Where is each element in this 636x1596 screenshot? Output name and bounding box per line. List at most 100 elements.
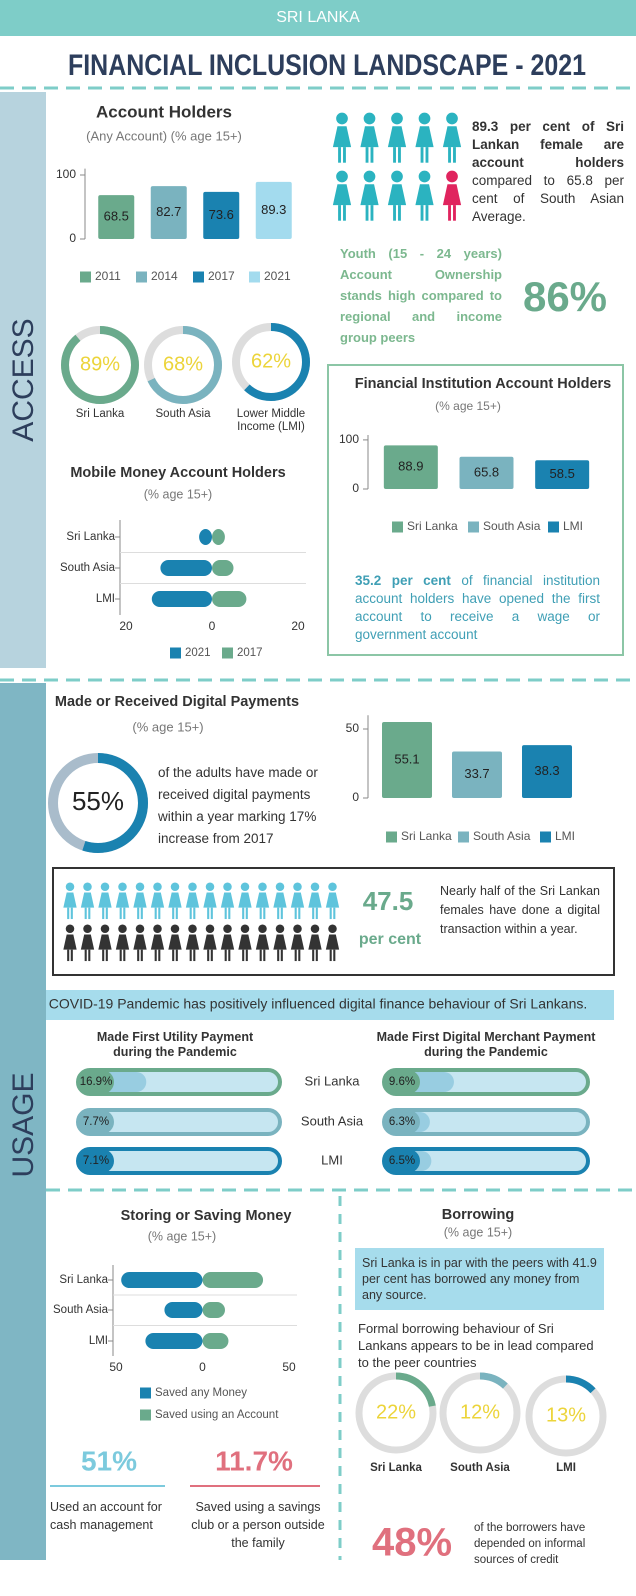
person-icon bbox=[205, 882, 215, 892]
person-icon bbox=[185, 892, 200, 908]
person-icon bbox=[442, 184, 462, 206]
value-label: 7.1% bbox=[83, 1155, 109, 1167]
person-icon bbox=[210, 949, 213, 962]
legend-swatch bbox=[136, 271, 147, 283]
person-icon bbox=[298, 907, 301, 920]
y-tick-label: 0 bbox=[352, 790, 359, 804]
donut-arc bbox=[525, 1375, 607, 1457]
female-digital-text: Nearly half of the Sri Lankan females ha… bbox=[440, 884, 600, 936]
person-icon bbox=[393, 147, 396, 163]
person-icon bbox=[242, 949, 245, 962]
bar bbox=[202, 1272, 264, 1288]
bar bbox=[164, 1302, 203, 1318]
legend-label: Saved any Money bbox=[155, 1387, 247, 1399]
donut-arc bbox=[232, 323, 310, 401]
category-label: LMI bbox=[89, 1335, 108, 1347]
value-label: 6.5% bbox=[389, 1155, 415, 1167]
person-icon bbox=[223, 882, 232, 892]
label-box bbox=[384, 1070, 420, 1094]
access-sidebar bbox=[0, 92, 46, 668]
value-label: 6.3% bbox=[389, 1116, 415, 1128]
label-box bbox=[384, 1149, 420, 1173]
legend-label: LMI bbox=[563, 519, 583, 533]
person-icon bbox=[123, 907, 126, 920]
person-icon bbox=[228, 907, 231, 920]
person-icon bbox=[333, 907, 336, 920]
person-icon bbox=[259, 949, 262, 962]
person-icon bbox=[193, 907, 196, 920]
bar bbox=[202, 1302, 225, 1318]
person-icon bbox=[65, 924, 75, 934]
value-label: 62% bbox=[251, 350, 291, 372]
bar bbox=[212, 529, 225, 545]
country-band bbox=[0, 0, 636, 36]
person-icon bbox=[83, 924, 92, 934]
legend-label: South Asia bbox=[483, 519, 541, 533]
category-label: Sri Lanka bbox=[370, 1462, 422, 1474]
fi-note: 35.2 per cent of financial institution a… bbox=[355, 572, 600, 644]
person-icon bbox=[67, 907, 70, 920]
donut-arc bbox=[48, 753, 148, 853]
person-icon bbox=[338, 205, 341, 221]
value-label: 58.5 bbox=[550, 466, 575, 481]
y-tick-label: 100 bbox=[56, 167, 76, 181]
person-icon bbox=[150, 892, 165, 908]
digital-text: of the adults have made or received digi… bbox=[158, 765, 318, 846]
bar bbox=[212, 560, 234, 576]
legend-label: 2011 bbox=[95, 269, 121, 283]
value-label: 9.6% bbox=[389, 1076, 415, 1088]
person-icon bbox=[391, 170, 403, 183]
y-tick-label: 0 bbox=[69, 231, 76, 245]
person-icon bbox=[102, 907, 105, 920]
chart-title: Financial Institution Account Holders bbox=[355, 376, 611, 392]
x-tick-label: 20 bbox=[291, 619, 305, 633]
value-label: 12% bbox=[460, 1401, 500, 1423]
bar bbox=[452, 751, 502, 798]
person-icon bbox=[363, 112, 376, 125]
person-icon bbox=[442, 126, 462, 148]
person-icon bbox=[119, 949, 122, 962]
chart-title: Account Holders bbox=[96, 102, 232, 121]
person-icon bbox=[188, 882, 197, 892]
chart-subtitle: (% age 15+) bbox=[444, 1225, 512, 1239]
account-cash-text: Used an account for cash management bbox=[50, 1500, 162, 1532]
person-icon bbox=[290, 892, 305, 908]
value-label: 7.7% bbox=[83, 1116, 109, 1128]
bar bbox=[255, 181, 292, 239]
legend-label: Saved using an Account bbox=[155, 1409, 279, 1421]
label-box bbox=[384, 1110, 420, 1134]
person-icon bbox=[277, 907, 280, 920]
informal-text: of the borrowers have depended on inform… bbox=[474, 1522, 586, 1566]
person-icon bbox=[188, 924, 197, 934]
person-icon bbox=[203, 892, 217, 908]
category-label: LMI bbox=[556, 1462, 576, 1474]
bar bbox=[459, 456, 514, 489]
person-icon bbox=[325, 934, 340, 950]
person-icon bbox=[172, 949, 175, 962]
legend-swatch bbox=[468, 521, 479, 533]
person-icon bbox=[277, 949, 280, 962]
person-icon bbox=[370, 147, 374, 163]
big-stat: 51% bbox=[81, 1445, 137, 1476]
person-icon bbox=[153, 882, 162, 892]
person-icon bbox=[280, 907, 283, 920]
person-icon bbox=[420, 147, 424, 163]
person-icon bbox=[63, 892, 77, 908]
person-icon bbox=[63, 934, 77, 950]
person-icon bbox=[255, 934, 270, 950]
person-icon bbox=[312, 949, 315, 962]
person-icon bbox=[360, 184, 379, 206]
fi-lead: 35.2 per cent bbox=[355, 573, 451, 588]
person-icon bbox=[332, 126, 352, 148]
person-icon bbox=[70, 949, 73, 962]
value-label: 65.8 bbox=[474, 464, 499, 479]
person-icon bbox=[154, 907, 157, 920]
legend-swatch bbox=[193, 271, 204, 283]
person-icon bbox=[308, 934, 322, 950]
category-label: LMI bbox=[321, 1152, 343, 1167]
person-icon bbox=[150, 934, 165, 950]
person-icon bbox=[425, 147, 429, 163]
person-icon bbox=[170, 882, 180, 892]
person-icon bbox=[175, 907, 178, 920]
